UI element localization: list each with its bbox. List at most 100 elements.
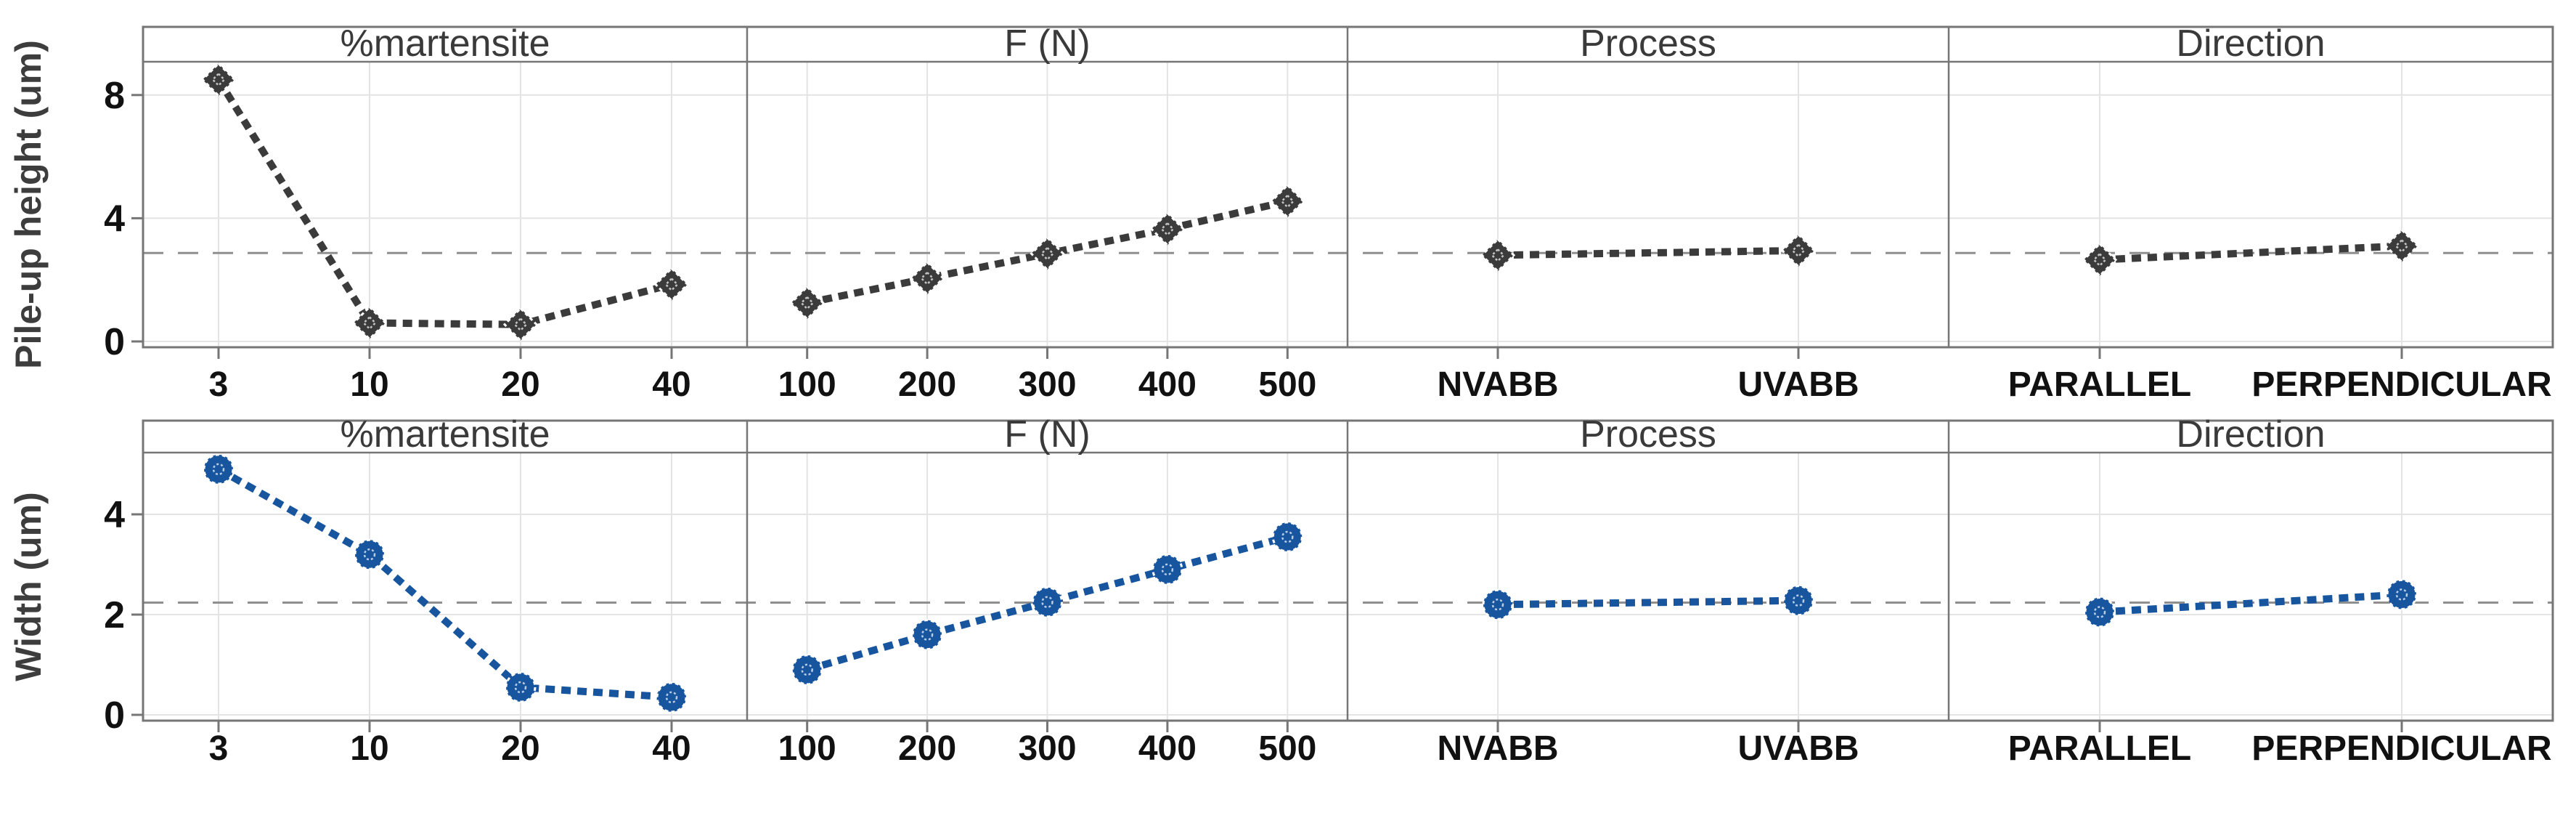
data-point-inner-glyph <box>363 548 376 561</box>
y-axis-title: Pile-up height (um) <box>8 40 49 369</box>
data-point-inner-glyph <box>2092 252 2107 267</box>
x-tick-label: NVABB <box>1437 729 1558 768</box>
data-point-marker <box>1149 211 1186 247</box>
data-point-inner-glyph <box>1791 243 1806 258</box>
data-point-marker <box>1480 238 1516 273</box>
data-point-inner-glyph <box>1491 598 1504 611</box>
data-point-inner-glyph <box>514 681 527 694</box>
x-tick-label: 200 <box>898 365 956 404</box>
data-point-inner-glyph <box>2394 238 2409 254</box>
x-tick-label: 20 <box>501 729 539 768</box>
data-point-inner-glyph <box>1040 246 1055 261</box>
series-line <box>1497 246 1799 259</box>
y-tick-label: 0 <box>104 695 125 737</box>
data-point-marker <box>351 305 388 341</box>
x-tick-label: PERPENDICULAR <box>2251 365 2551 404</box>
y-tick-label: 2 <box>104 594 125 636</box>
panel-header-label: Process <box>1580 23 1716 65</box>
x-tick-label: 400 <box>1138 365 1197 404</box>
y-tick-label: 4 <box>104 198 125 240</box>
data-point-marker <box>1152 554 1183 586</box>
x-tick-label: 20 <box>501 365 539 404</box>
data-point-marker <box>911 619 943 651</box>
panel-header-label: Process <box>1580 413 1716 455</box>
data-point-inner-glyph <box>2395 588 2408 601</box>
data-point-marker <box>2384 228 2420 264</box>
x-tick-label: 200 <box>898 729 956 768</box>
data-point-marker <box>1780 232 1817 269</box>
data-point-inner-glyph <box>921 628 934 641</box>
data-point-inner-glyph <box>1792 594 1805 607</box>
x-tick-label: 100 <box>778 365 836 404</box>
x-tick-label: 40 <box>652 729 690 768</box>
x-tick-label: 400 <box>1138 729 1197 768</box>
x-tick-label: 300 <box>1018 365 1076 404</box>
x-tick-label: 3 <box>209 729 229 768</box>
x-tick-label: UVABB <box>1737 729 1859 768</box>
panel-header-label: F (N) <box>1004 413 1090 455</box>
y-tick-label: 8 <box>104 75 125 117</box>
data-point-inner-glyph <box>1281 530 1294 543</box>
panel-header-label: F (N) <box>1004 23 1090 65</box>
data-point-inner-glyph <box>1280 194 1295 208</box>
series-line <box>2099 242 2402 264</box>
y-axis-title: Width (um) <box>8 492 49 681</box>
data-point-inner-glyph <box>211 72 226 87</box>
data-point-inner-glyph <box>664 277 679 292</box>
x-tick-label: 500 <box>1258 729 1316 768</box>
data-point-inner-glyph <box>513 317 528 332</box>
data-point-inner-glyph <box>362 315 377 331</box>
panel-header-label: %martensite <box>341 23 550 65</box>
x-tick-label: 3 <box>209 365 229 404</box>
data-point-marker <box>656 681 688 713</box>
data-point-marker <box>789 285 825 321</box>
panel-header-label: %martensite <box>341 413 550 455</box>
x-tick-label: PARALLEL <box>2008 365 2191 404</box>
data-point-marker <box>1270 183 1305 219</box>
series-line <box>806 533 1289 673</box>
x-tick-label: 40 <box>652 365 690 404</box>
data-point-marker <box>791 654 823 686</box>
x-tick-label: 100 <box>778 729 836 768</box>
data-point-inner-glyph <box>1041 596 1053 608</box>
data-point-marker <box>1482 588 1514 620</box>
plot-frame <box>142 25 2554 349</box>
data-point-marker <box>2082 242 2118 278</box>
x-tick-label: NVABB <box>1437 365 1558 404</box>
data-point-marker <box>1030 236 1065 272</box>
data-point-inner-glyph <box>212 463 225 476</box>
x-tick-label: 10 <box>350 365 388 404</box>
x-tick-label: PERPENDICULAR <box>2251 729 2551 768</box>
y-tick-label: 0 <box>104 321 125 363</box>
x-tick-label: PARALLEL <box>2008 729 2191 768</box>
data-point-marker <box>505 671 537 703</box>
data-point-marker <box>653 267 690 302</box>
data-point-inner-glyph <box>920 271 934 286</box>
panel-header-label: Direction <box>2176 413 2325 455</box>
data-point-inner-glyph <box>1491 248 1505 263</box>
data-point-inner-glyph <box>799 296 815 310</box>
data-point-marker <box>200 62 237 97</box>
x-tick-label: 10 <box>350 729 388 768</box>
series-line <box>1497 596 1799 609</box>
data-point-marker <box>2084 596 2116 628</box>
data-point-marker <box>502 307 539 342</box>
x-tick-label: UVABB <box>1737 365 1859 404</box>
data-point-inner-glyph <box>1160 222 1175 237</box>
series-line <box>2099 591 2402 616</box>
data-point-marker <box>2386 578 2418 610</box>
data-point-marker <box>1271 521 1303 553</box>
data-point-marker <box>1782 585 1814 617</box>
y-tick-label: 4 <box>104 494 125 536</box>
data-point-inner-glyph <box>1161 563 1174 576</box>
data-point-marker <box>1032 586 1063 618</box>
data-point-inner-glyph <box>801 663 813 676</box>
plot-frame <box>142 419 2554 722</box>
series-line <box>215 77 673 328</box>
data-point-marker <box>354 538 386 570</box>
data-point-inner-glyph <box>2093 606 2106 618</box>
x-tick-label: 300 <box>1018 729 1076 768</box>
data-point-marker <box>203 453 235 485</box>
